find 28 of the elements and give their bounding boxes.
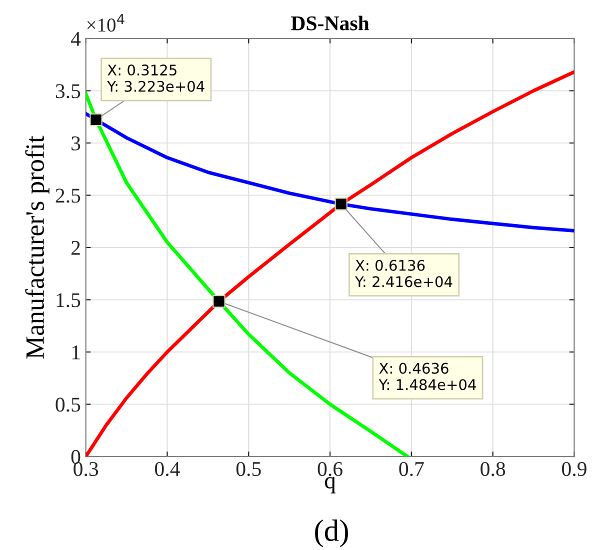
x-tick-label: 0.7 — [399, 462, 424, 476]
y-tick-label: 4 — [70, 32, 81, 46]
x-tick-label: 0.8 — [480, 462, 506, 476]
annotation: X: 0.3125 Y: 3.223e+04 — [107, 64, 204, 92]
y-tick-label: 3.5 — [56, 84, 80, 98]
y-tick-label: 3 — [72, 136, 80, 150]
y-tick-label: 1.5 — [56, 293, 80, 308]
x-axis-title: q — [324, 476, 336, 494]
y-axis-title: Manufacturer's profit — [25, 136, 50, 359]
x-tick-label: 0.6 — [318, 462, 342, 476]
y-tick-label: 0.5 — [56, 398, 80, 412]
point — [212, 295, 226, 308]
line-series — [86, 112, 574, 233]
text: ×10$^{4}$ — [87, 14, 124, 32]
y-tick-label: 0 — [71, 450, 80, 464]
x-tick-label: 0.5 — [236, 462, 261, 476]
y-tick-label: 2.5 — [56, 188, 80, 203]
annotation: X: 0.4636 Y: 1.484e+04 — [378, 362, 476, 390]
y-tick-label: 2 — [71, 240, 80, 255]
point — [334, 198, 348, 210]
x-tick-label: 0.4 — [155, 462, 180, 476]
point — [90, 113, 102, 126]
chart-title: DS-Nash — [291, 16, 370, 30]
text: (d) — [315, 520, 348, 548]
x-tick-label: 0.3 — [74, 462, 98, 476]
annotation: X: 0.6136 Y: 2.416e+04 — [354, 260, 452, 288]
y-tick-label: 1 — [72, 345, 80, 360]
x-tick-label: 0.9 — [562, 462, 586, 476]
